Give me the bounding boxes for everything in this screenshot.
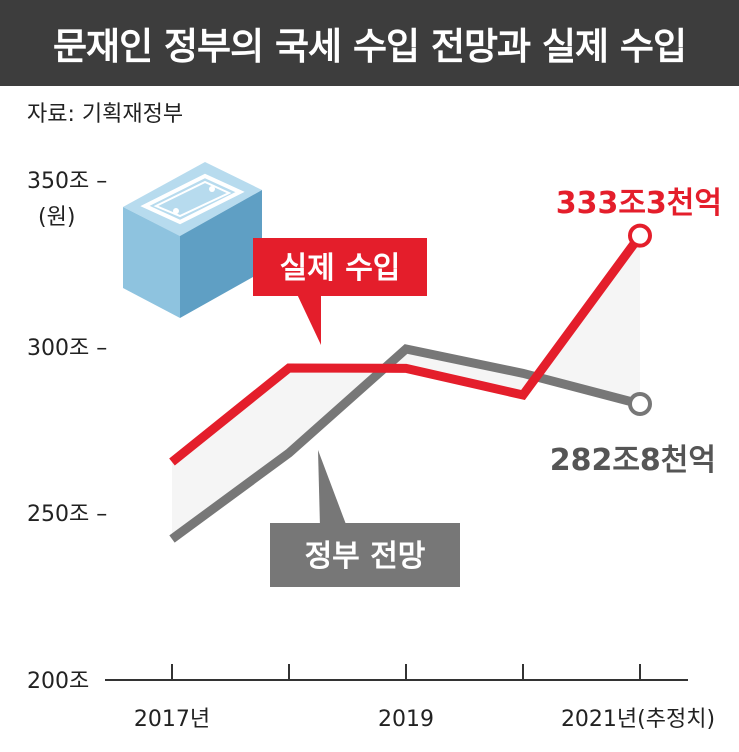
money-stack-icon: [123, 162, 262, 318]
y-tick-label: 200조: [27, 669, 89, 694]
x-tick-label: 2019: [378, 707, 434, 732]
series-label-expected-text: 정부 전망: [305, 539, 426, 574]
expected-end-value: 282조8천억: [550, 443, 716, 478]
series-label-expected: 정부 전망: [270, 450, 460, 587]
series-label-actual: 실제 수입: [253, 238, 427, 345]
y-tick-label: 250조 –: [27, 502, 107, 527]
x-tick-label: 2017년: [134, 707, 210, 732]
y-tick-label: 350조 –: [27, 169, 107, 194]
x-axis: 2017년 2019 2021년(추정치): [105, 664, 715, 732]
source-note: 자료: 기획재정부: [27, 102, 184, 127]
y-axis: 350조 – (원) 300조 – 250조 – 200조: [27, 169, 107, 694]
y-tick-label: 300조 –: [27, 336, 107, 361]
series-label-actual-text: 실제 수입: [280, 251, 401, 286]
y-unit-label: (원): [38, 205, 75, 230]
series-line-expected: [169, 344, 642, 543]
x-tick-label: 2021년(추정치): [561, 707, 715, 732]
series-end-marker-actual: [628, 223, 652, 248]
series-line-actual: [169, 233, 644, 466]
chart-title: 문재인 정부의 국세 수입 전망과 실제 수입: [0, 0, 739, 86]
actual-end-value: 333조3천억: [556, 186, 722, 221]
series-end-marker-expected: [628, 392, 652, 416]
